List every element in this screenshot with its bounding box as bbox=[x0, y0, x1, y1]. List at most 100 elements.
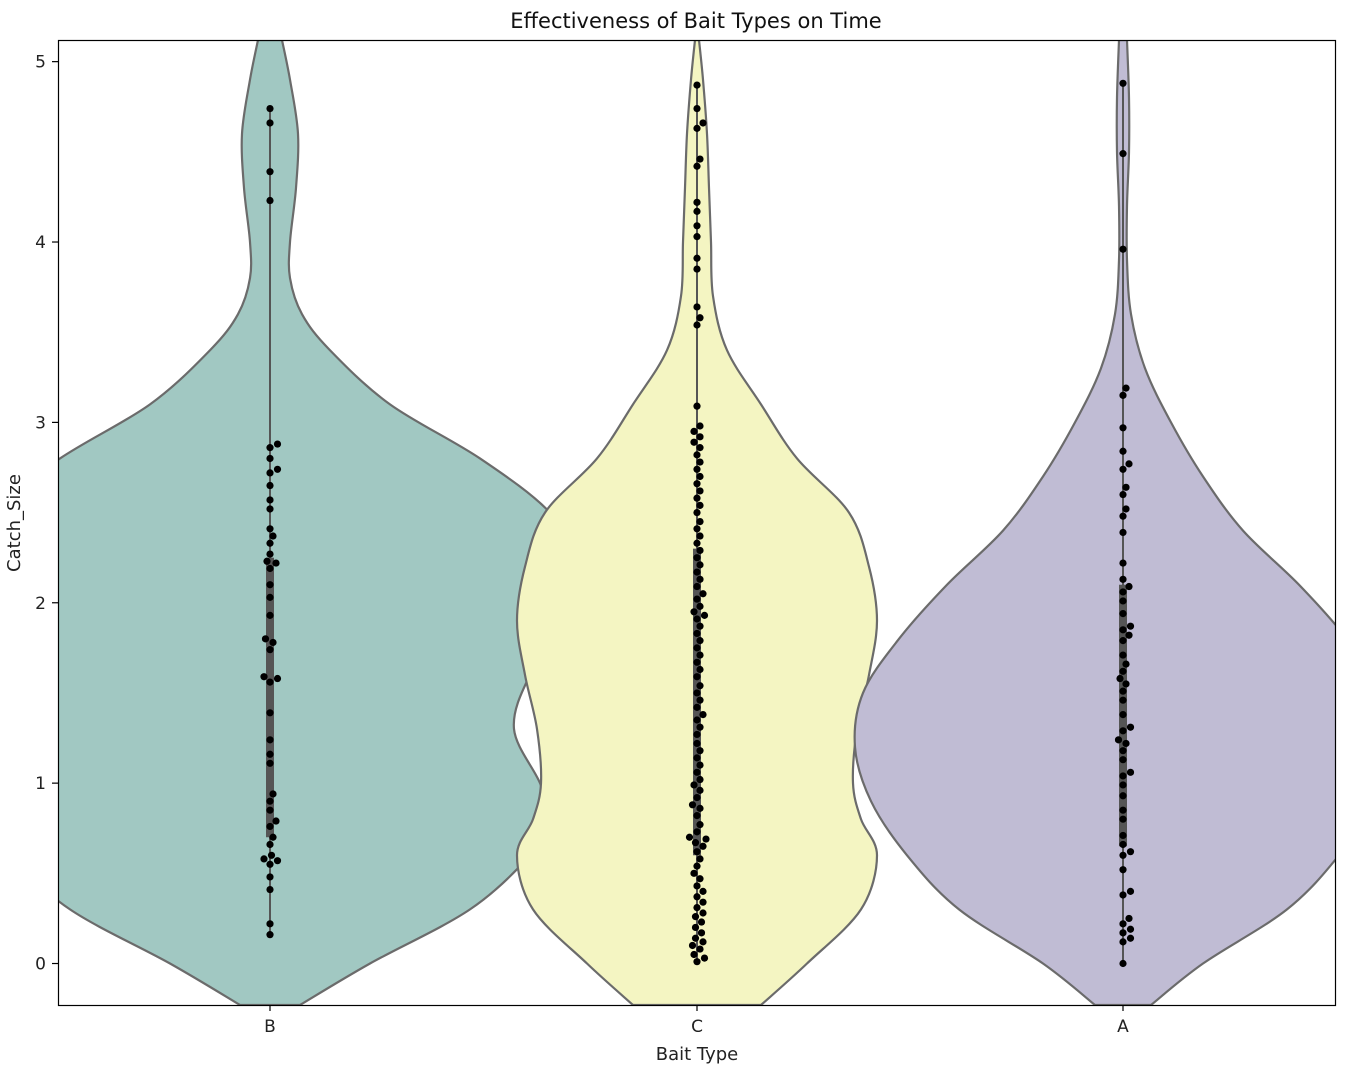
data-point-b bbox=[273, 440, 282, 448]
data-point-c bbox=[693, 629, 701, 638]
data-point-c bbox=[696, 855, 704, 863]
y-tick-label: 3 bbox=[35, 413, 46, 433]
data-point-c bbox=[691, 913, 700, 921]
data-point-a bbox=[1119, 851, 1127, 859]
data-point-c bbox=[693, 754, 701, 762]
data-point-b bbox=[266, 119, 274, 127]
data-point-c bbox=[696, 433, 704, 441]
data-point-c bbox=[693, 104, 701, 113]
data-point-a bbox=[1119, 959, 1127, 968]
data-point-b bbox=[266, 444, 274, 452]
data-point-b bbox=[272, 817, 280, 825]
data-point-b bbox=[266, 678, 274, 686]
data-point-c bbox=[693, 124, 701, 132]
y-tick-label: 2 bbox=[35, 594, 46, 614]
y-tick-label: 0 bbox=[35, 955, 46, 975]
data-point-c bbox=[693, 862, 701, 870]
data-point-c bbox=[699, 887, 707, 895]
data-point-c bbox=[693, 958, 701, 966]
data-point-c bbox=[693, 703, 701, 711]
data-point-c bbox=[699, 898, 707, 906]
data-point-a bbox=[1119, 781, 1127, 789]
data-point-c bbox=[693, 730, 701, 739]
data-point-c bbox=[696, 575, 704, 583]
data-point-b bbox=[266, 736, 274, 744]
chart-title: Effectiveness of Bait Types on Time bbox=[510, 9, 881, 33]
data-point-c bbox=[699, 590, 707, 598]
data-point-a bbox=[1119, 727, 1127, 735]
data-point-a bbox=[1119, 929, 1127, 937]
data-point-b bbox=[266, 104, 274, 113]
data-point-c bbox=[693, 644, 701, 652]
data-point-c bbox=[693, 768, 701, 776]
data-point-c bbox=[699, 711, 707, 719]
data-point-a bbox=[1119, 815, 1127, 823]
data-point-a bbox=[1119, 756, 1127, 764]
data-point-b bbox=[266, 593, 274, 601]
data-point-b bbox=[266, 920, 274, 928]
y-tick-label: 5 bbox=[35, 53, 46, 73]
data-point-b bbox=[269, 532, 277, 540]
data-point-a bbox=[1119, 447, 1127, 455]
data-point-c bbox=[693, 893, 701, 901]
data-point-c bbox=[693, 793, 701, 802]
data-point-c bbox=[693, 451, 701, 459]
data-point-a bbox=[1119, 920, 1127, 928]
data-point-c bbox=[697, 929, 706, 937]
violin-group-c bbox=[515, 40, 879, 1005]
data-point-b bbox=[266, 759, 274, 767]
data-point-b bbox=[266, 646, 274, 654]
data-point-c bbox=[693, 222, 701, 230]
data-point-b bbox=[267, 851, 276, 859]
data-point-a bbox=[1125, 582, 1133, 591]
data-point-c bbox=[693, 207, 701, 215]
data-point-c bbox=[696, 637, 704, 645]
data-point-a bbox=[1119, 651, 1127, 659]
data-point-c bbox=[693, 402, 701, 410]
x-tick-label-b: B bbox=[264, 1017, 276, 1037]
data-point-c bbox=[696, 472, 704, 481]
data-point-c bbox=[693, 508, 701, 517]
data-point-c bbox=[696, 761, 704, 769]
data-point-b bbox=[272, 559, 280, 567]
data-point-b bbox=[266, 885, 274, 894]
data-point-c bbox=[690, 869, 698, 877]
data-point-a bbox=[1122, 660, 1130, 668]
data-point-a bbox=[1125, 631, 1133, 639]
data-point-a bbox=[1119, 79, 1127, 87]
data-point-c bbox=[699, 909, 707, 917]
data-point-b bbox=[261, 635, 270, 643]
data-point-a bbox=[1122, 739, 1130, 748]
data-point-c bbox=[696, 602, 704, 610]
data-point-a bbox=[1126, 622, 1135, 630]
data-point-a bbox=[1119, 792, 1127, 800]
data-point-a bbox=[1119, 626, 1127, 634]
data-point-b bbox=[269, 790, 277, 798]
data-point-c bbox=[696, 723, 704, 731]
data-point-b bbox=[266, 822, 274, 831]
data-point-c bbox=[693, 582, 701, 591]
data-point-c bbox=[690, 781, 698, 789]
data-point-a bbox=[1126, 723, 1135, 731]
data-point-a bbox=[1119, 772, 1127, 780]
data-point-c bbox=[696, 875, 704, 883]
data-point-c bbox=[693, 539, 701, 547]
data-point-c bbox=[693, 595, 701, 603]
data-point-c bbox=[696, 501, 704, 509]
data-point-c bbox=[693, 525, 701, 533]
data-point-c bbox=[690, 950, 698, 959]
data-point-a bbox=[1119, 806, 1127, 814]
violin-b bbox=[58, 40, 584, 1005]
data-point-a bbox=[1119, 150, 1127, 158]
data-point-c bbox=[702, 835, 710, 843]
plot-area bbox=[58, 40, 1335, 1005]
data-point-c bbox=[693, 689, 701, 697]
data-point-c bbox=[693, 882, 701, 890]
data-point-c bbox=[696, 682, 704, 690]
data-point-c bbox=[693, 321, 701, 329]
data-point-a bbox=[1116, 674, 1124, 683]
data-point-a bbox=[1122, 384, 1130, 392]
data-point-c bbox=[696, 532, 704, 540]
data-point-b bbox=[266, 806, 274, 814]
data-point-c bbox=[693, 828, 701, 836]
